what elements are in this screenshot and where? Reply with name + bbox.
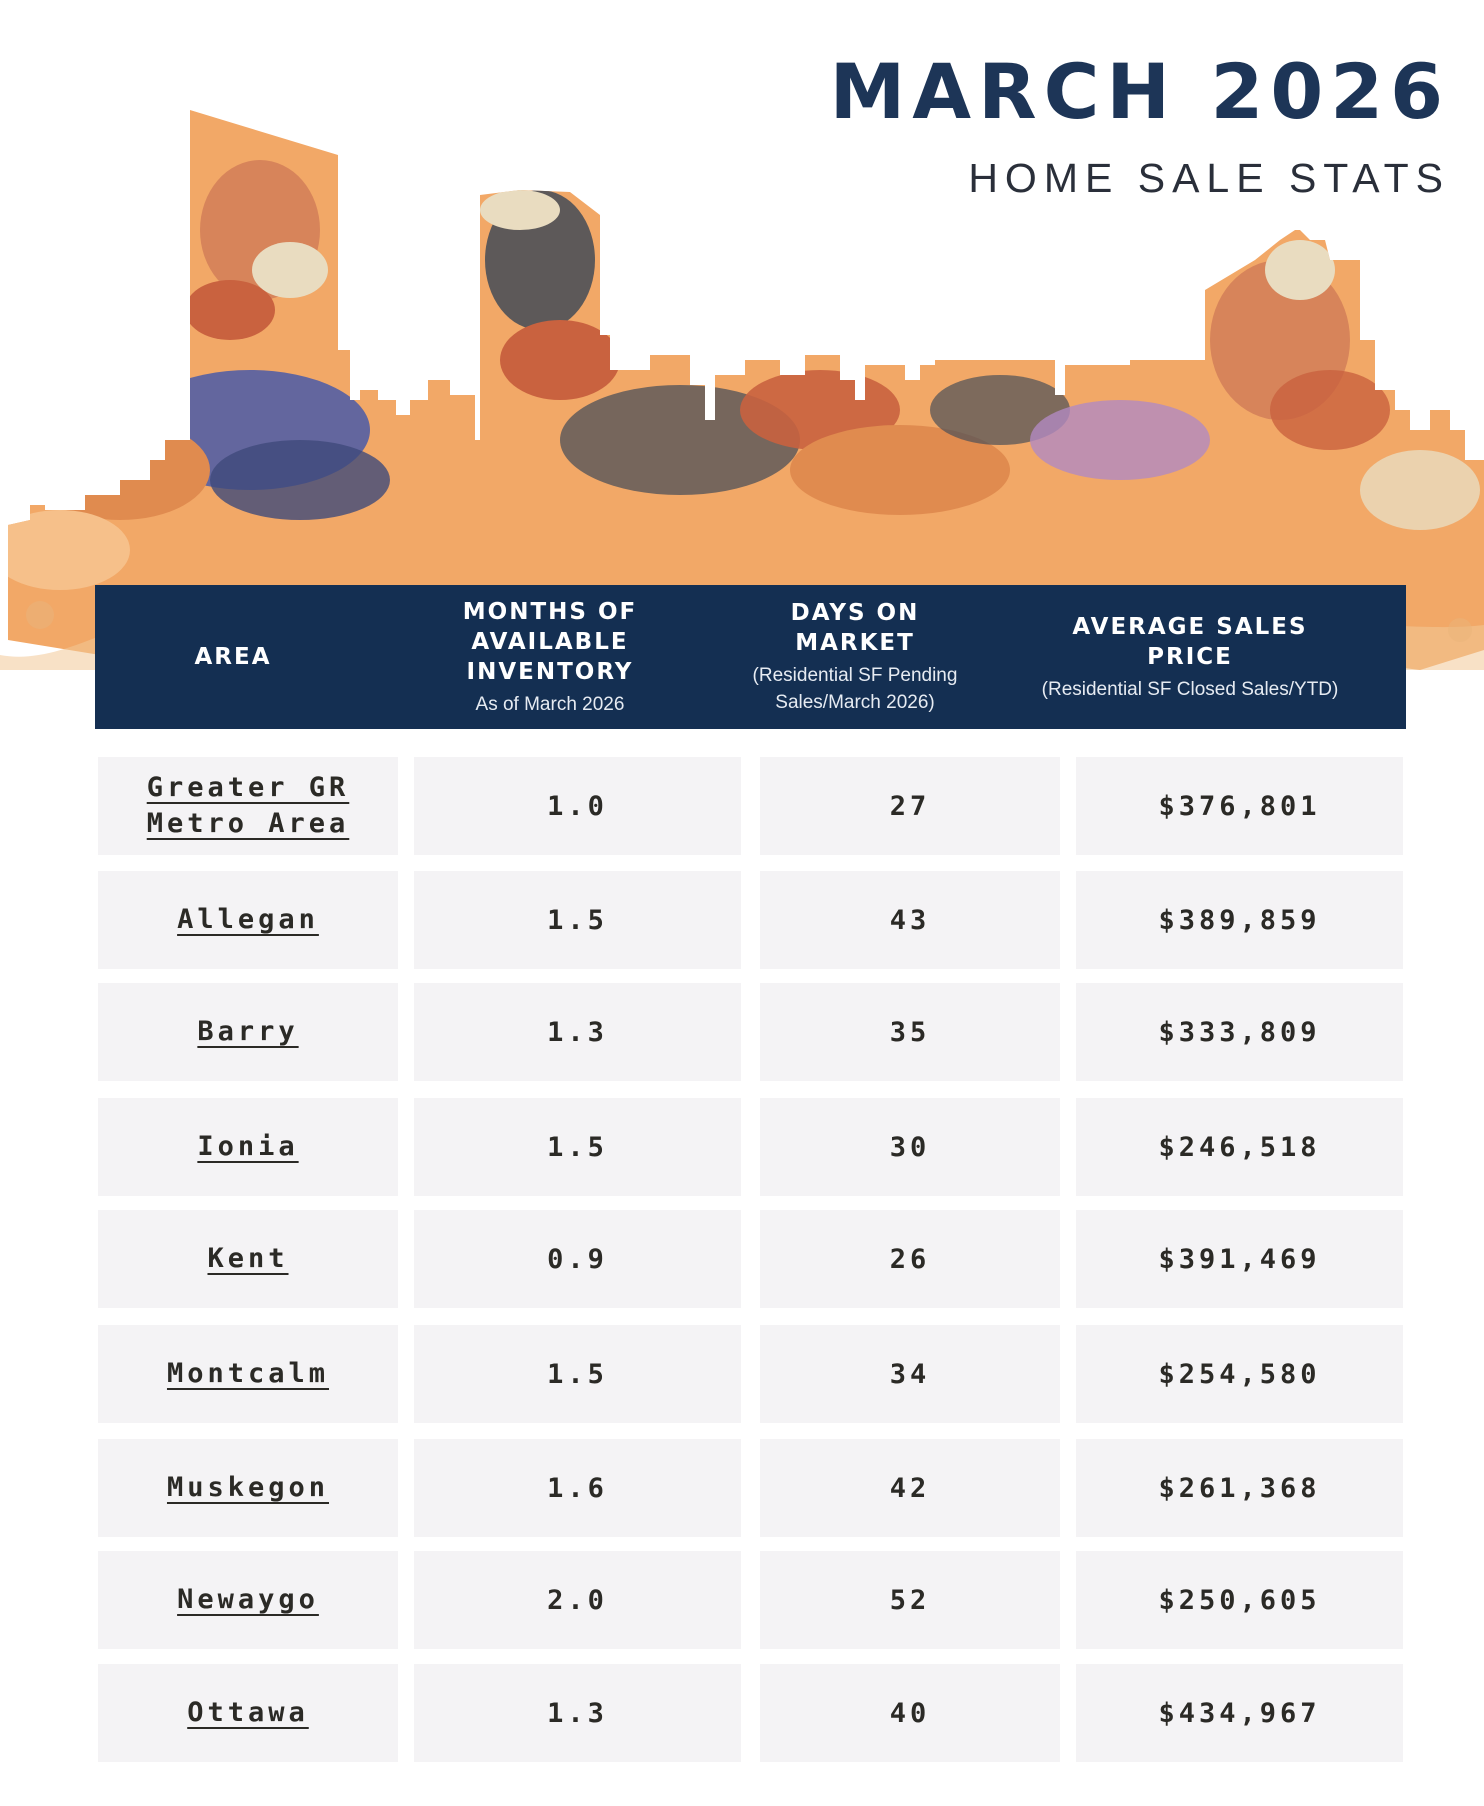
- inventory-cell: 1.3: [414, 983, 741, 1081]
- area-cell: Kent: [98, 1210, 398, 1308]
- days-value: 43: [889, 904, 931, 936]
- area-link[interactable]: Montcalm: [166, 1358, 330, 1389]
- column-header-label: AVERAGE SALES PRICE: [1072, 613, 1308, 670]
- inventory-value: 1.5: [547, 904, 608, 936]
- column-header-note: (Residential SF Pending Sales/March 2026…: [752, 665, 958, 713]
- inventory-value: 1.5: [547, 1131, 608, 1163]
- days-value: 26: [889, 1243, 931, 1275]
- column-header-label: MONTHS OF AVAILABLE INVENTORY: [462, 598, 638, 685]
- price-value: $254,580: [1158, 1358, 1321, 1390]
- price-cell: $254,580: [1076, 1325, 1403, 1423]
- inventory-value: 1.0: [547, 790, 608, 822]
- area-link[interactable]: Greater GR Metro Area: [146, 772, 350, 839]
- inventory-cell: 1.5: [414, 871, 741, 969]
- column-header-note: (Residential SF Closed Sales/YTD): [1041, 678, 1339, 700]
- inventory-value: 1.3: [547, 1697, 608, 1729]
- inventory-value: 2.0: [547, 1584, 608, 1616]
- days-cell: 40: [760, 1664, 1060, 1762]
- days-cell: 27: [760, 757, 1060, 855]
- days-value: 42: [889, 1472, 931, 1504]
- days-value: 27: [889, 790, 931, 822]
- page-title: MARCH 2026: [829, 47, 1450, 136]
- column-header-days: DAYS ON MARKET (Residential SF Pending S…: [730, 585, 980, 729]
- price-cell: $389,859: [1076, 871, 1403, 969]
- price-value: $250,605: [1158, 1584, 1321, 1616]
- days-cell: 35: [760, 983, 1060, 1081]
- days-cell: 26: [760, 1210, 1060, 1308]
- price-cell: $376,801: [1076, 757, 1403, 855]
- days-cell: 42: [760, 1439, 1060, 1537]
- days-value: 40: [889, 1697, 931, 1729]
- area-link[interactable]: Kent: [207, 1243, 289, 1274]
- price-value: $261,368: [1158, 1472, 1321, 1504]
- area-link[interactable]: Ionia: [197, 1131, 299, 1162]
- price-value: $376,801: [1158, 790, 1321, 822]
- inventory-cell: 1.5: [414, 1325, 741, 1423]
- area-cell: Muskegon: [98, 1439, 398, 1537]
- area-cell: Barry: [98, 983, 398, 1081]
- price-cell: $246,518: [1076, 1098, 1403, 1196]
- column-header-label: DAYS ON MARKET: [790, 600, 920, 656]
- inventory-value: 1.3: [547, 1016, 608, 1048]
- area-link[interactable]: Barry: [197, 1016, 299, 1047]
- price-value: $391,469: [1158, 1243, 1321, 1275]
- inventory-cell: 2.0: [414, 1551, 741, 1649]
- price-cell: $333,809: [1076, 983, 1403, 1081]
- days-cell: 43: [760, 871, 1060, 969]
- area-link[interactable]: Ottawa: [187, 1697, 309, 1728]
- price-value: $246,518: [1158, 1131, 1321, 1163]
- days-cell: 30: [760, 1098, 1060, 1196]
- price-cell: $391,469: [1076, 1210, 1403, 1308]
- price-value: $389,859: [1158, 904, 1321, 936]
- area-cell: Ottawa: [98, 1664, 398, 1762]
- inventory-cell: 1.0: [414, 757, 741, 855]
- column-header-label: AREA: [194, 644, 272, 670]
- column-header-price: AVERAGE SALES PRICE (Residential SF Clos…: [1030, 585, 1350, 729]
- days-value: 30: [889, 1131, 931, 1163]
- area-cell: Newaygo: [98, 1551, 398, 1649]
- area-link[interactable]: Muskegon: [166, 1472, 330, 1503]
- area-cell: Allegan: [98, 871, 398, 969]
- days-value: 35: [889, 1016, 931, 1048]
- inventory-value: 1.6: [547, 1472, 608, 1504]
- inventory-value: 1.5: [547, 1358, 608, 1390]
- price-value: $434,967: [1158, 1697, 1321, 1729]
- price-value: $333,809: [1158, 1016, 1321, 1048]
- table-header: AREA MONTHS OF AVAILABLE INVENTORY As of…: [95, 585, 1406, 729]
- area-link[interactable]: Newaygo: [177, 1584, 319, 1615]
- inventory-cell: 1.6: [414, 1439, 741, 1537]
- area-cell: Ionia: [98, 1098, 398, 1196]
- area-cell: Montcalm: [98, 1325, 398, 1423]
- column-header-area: AREA: [95, 585, 371, 729]
- area-cell: Greater GR Metro Area: [98, 757, 398, 855]
- column-header-note: As of March 2026: [475, 693, 625, 715]
- price-cell: $261,368: [1076, 1439, 1403, 1537]
- inventory-cell: 1.5: [414, 1098, 741, 1196]
- days-value: 34: [889, 1358, 931, 1390]
- inventory-value: 0.9: [547, 1243, 608, 1275]
- page-subtitle: HOME SALE STATS: [968, 155, 1450, 201]
- column-header-inventory: MONTHS OF AVAILABLE INVENTORY As of Marc…: [395, 585, 705, 729]
- days-cell: 52: [760, 1551, 1060, 1649]
- title-block: MARCH 2026 HOME SALE STATS: [830, 54, 1450, 199]
- price-cell: $250,605: [1076, 1551, 1403, 1649]
- inventory-cell: 1.3: [414, 1664, 741, 1762]
- area-link[interactable]: Allegan: [177, 904, 319, 935]
- days-value: 52: [889, 1584, 931, 1616]
- price-cell: $434,967: [1076, 1664, 1403, 1762]
- inventory-cell: 0.9: [414, 1210, 741, 1308]
- days-cell: 34: [760, 1325, 1060, 1423]
